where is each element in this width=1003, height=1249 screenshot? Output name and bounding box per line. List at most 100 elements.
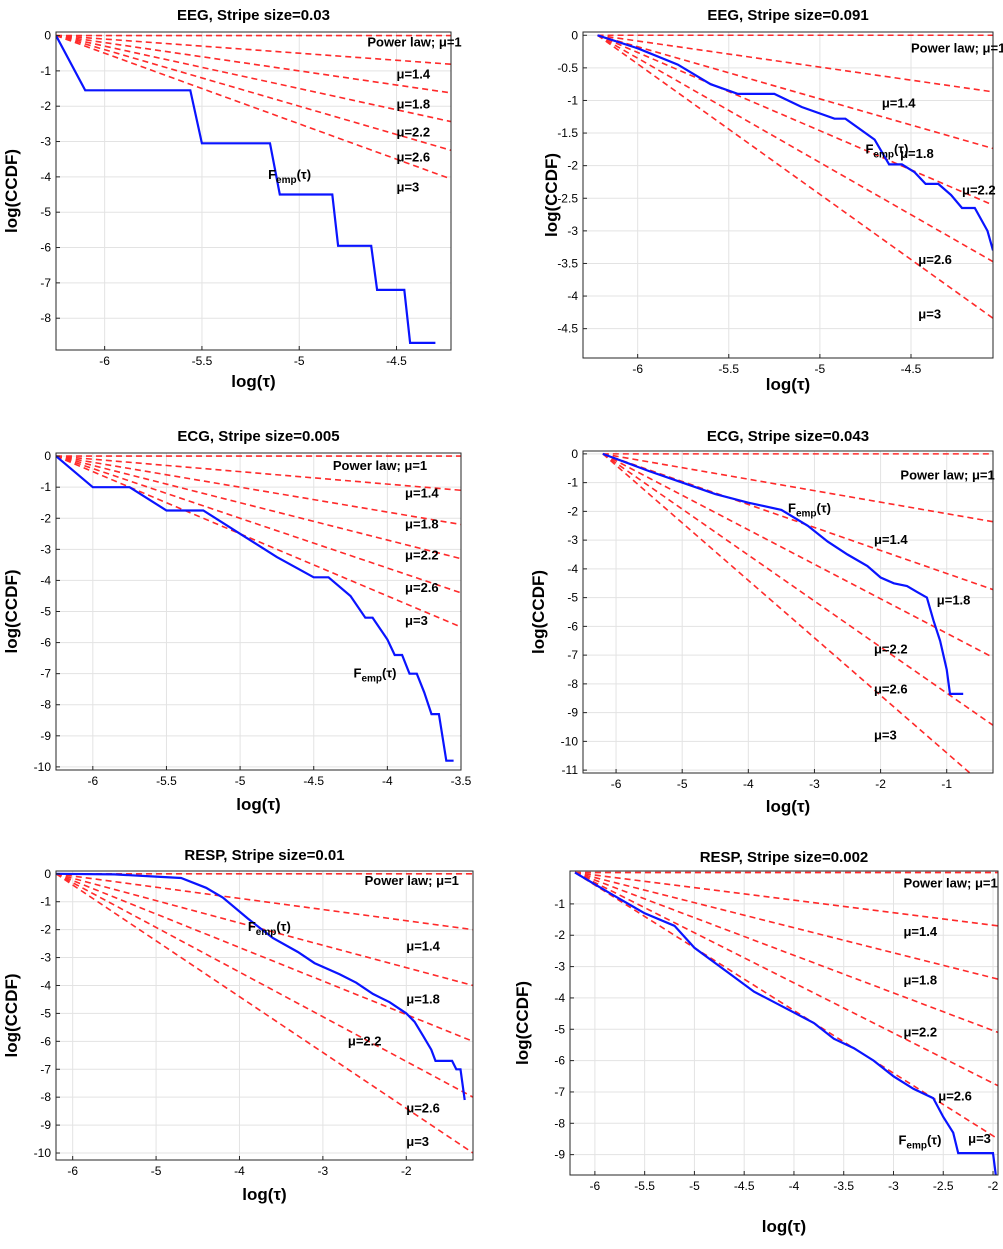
y-tick-label: -1: [40, 895, 51, 909]
y-tick-label: -4: [554, 991, 565, 1005]
y-tick-label: -8: [40, 1090, 51, 1104]
y-axis-label: log(CCDF): [529, 570, 548, 654]
mu-value-label: μ=1.4: [882, 96, 916, 111]
axes-frame: [569, 870, 999, 1176]
mu-label: μ=1.8: [903, 973, 937, 988]
mu-label: μ=3: [397, 179, 420, 194]
plot-area: [570, 871, 998, 1175]
empirical-label-sub: emp: [256, 927, 277, 938]
y-tick-label: -5: [40, 1006, 51, 1020]
y-tick-label: -3: [40, 951, 51, 965]
reference-line-mu-2_2: [574, 871, 998, 1034]
y-tick-label: -1: [40, 480, 51, 494]
y-tick-label: -1: [567, 476, 578, 490]
mu-value-label: μ=1.4: [874, 532, 908, 547]
mu-label: μ=3: [874, 728, 897, 743]
empirical-label: Femp(τ): [898, 1133, 941, 1152]
reference-line-mu-1_4: [602, 453, 993, 523]
mu-value-label: μ=2.2: [962, 182, 996, 197]
plot-area: [583, 451, 993, 773]
mu-value-label: μ=2.6: [397, 149, 431, 164]
y-tick-label: -2: [554, 928, 565, 942]
x-tick-label: -6: [67, 1164, 78, 1178]
empirical-label-suffix: (τ): [927, 1133, 941, 1148]
reference-line-mu-1_4: [574, 871, 998, 927]
reference-line-mu-1_8: [56, 455, 461, 526]
x-tick-label: -3: [318, 1164, 329, 1178]
y-tick-label: -4: [40, 573, 51, 587]
panel-5: -6 -5 -4 -3 -2 0 -1 -2 -3 -4 -5 -6 -7 -8 -9 -10 RESP, St…: [2, 847, 474, 1204]
plot-area: [583, 32, 993, 358]
reference-line-mu-3: [574, 871, 998, 1140]
reference-line-mu-2_2: [56, 873, 473, 1043]
x-tick-label: -3.5: [451, 774, 472, 788]
mu-label: μ=2.6: [405, 580, 439, 595]
power-law-label: Power law;: [900, 467, 972, 482]
mu-value-label: μ=2.6: [874, 682, 908, 697]
empirical-label: Femp(τ): [788, 501, 831, 520]
mu-label: μ=1.4: [882, 96, 916, 111]
x-tick-label: -2.5: [933, 1179, 954, 1193]
y-axis-label: log(CCDF): [2, 973, 21, 1057]
plot-area: [56, 871, 473, 1160]
reference-line-mu-2_2: [597, 34, 993, 206]
panel-3: -6 -5.5 -5 -4.5 -4 -3.5 0 -1 -2 -3 -4 -5 -6 -7 -8 -9 -10…: [2, 428, 472, 814]
reference-line-mu-3: [56, 455, 461, 628]
empirical-ccdf-line: [574, 871, 997, 1175]
x-tick-label: -5.5: [192, 354, 213, 368]
y-tick-label: -4: [40, 978, 51, 992]
y-tick-label: -2: [567, 159, 578, 173]
reference-line-mu-3: [56, 34, 451, 180]
mu-label: μ=2.6: [918, 252, 952, 267]
axes-frame: [55, 31, 452, 351]
mu-label: μ=2.2: [874, 641, 908, 656]
empirical-label-sub: emp: [873, 149, 894, 160]
reference-line-mu-1_4: [56, 872, 473, 931]
y-tick-label: -4: [567, 562, 578, 576]
x-tick-label: -6: [590, 1179, 601, 1193]
y-tick-label: -2.5: [557, 191, 578, 205]
panel-4: -6 -5 -4 -3 -2 -10-1-2-3-4-5-6-7-8-9-10-11ECG…: [529, 428, 995, 816]
y-tick-label: -8: [554, 1116, 565, 1130]
reference-line-mu-2_6: [574, 871, 998, 1087]
mu-label: μ=2.6: [938, 1089, 972, 1104]
empirical-label-main: F: [788, 501, 796, 516]
y-tick-label: -0.5: [557, 61, 578, 75]
mu-label: μ=3: [968, 1131, 991, 1146]
power-law-label: Power law;: [365, 873, 437, 888]
empirical-label-suffix: (τ): [382, 666, 396, 681]
mu-value-label: μ=2.2: [903, 1024, 937, 1039]
mu-label: μ=1.8: [900, 146, 934, 161]
y-tick-label: -2: [40, 923, 51, 937]
y-tick-label: -9: [40, 729, 51, 743]
mu-label: Power law; μ=1: [903, 876, 997, 891]
x-axis-label: log(τ): [762, 1217, 806, 1236]
mu-label: μ=2.2: [903, 1024, 937, 1039]
y-tick-label: -6: [40, 636, 51, 650]
reference-line-mu-3: [597, 34, 993, 319]
y-tick-label: -3: [567, 533, 578, 547]
x-tick-label: -6: [99, 354, 110, 368]
y-tick-label: -4: [567, 289, 578, 303]
mu-label: μ=1.4: [405, 485, 439, 500]
y-tick-label: -1: [567, 93, 578, 107]
mu-value-label: μ=2.6: [406, 1100, 440, 1115]
y-axis-label: log(CCDF): [542, 153, 561, 237]
mu-label: μ=2.6: [397, 149, 431, 164]
x-tick-label: -5: [235, 774, 246, 788]
plot-area: [56, 32, 451, 350]
mu-value-label: μ=3: [406, 1134, 429, 1149]
mu-label: μ=3: [405, 613, 428, 628]
chart-title: EEG, Stripe size=0.03: [177, 7, 330, 24]
empirical-ccdf-line: [597, 34, 993, 251]
y-tick-label: -1.5: [557, 126, 578, 140]
x-tick-label: -6: [632, 362, 643, 376]
mu-value-label: μ=2.2: [348, 1033, 382, 1048]
mu-value-label: μ=3: [405, 613, 428, 628]
x-axis-label: log(τ): [766, 797, 810, 816]
mu-value-label: μ=1.4: [397, 66, 431, 81]
empirical-label: Femp(τ): [268, 167, 311, 186]
x-tick-label: -4.5: [901, 362, 922, 376]
mu-label: μ=3: [406, 1134, 429, 1149]
x-tick-label: -4: [743, 777, 754, 791]
